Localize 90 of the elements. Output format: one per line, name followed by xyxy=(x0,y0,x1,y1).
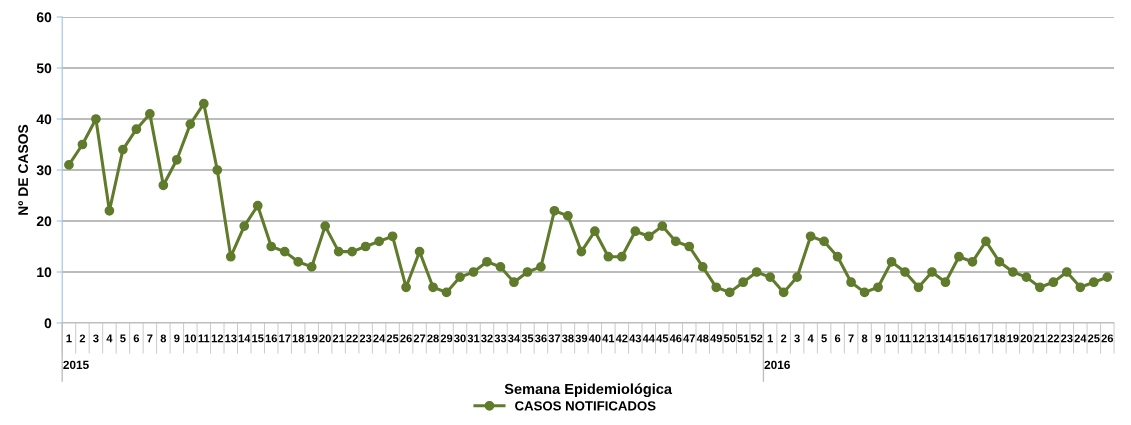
x-tick-label: 25 xyxy=(386,334,399,343)
x-tick-label: 18 xyxy=(993,334,1006,343)
y-axis-title: Nº DE CASOS xyxy=(18,124,29,215)
x-tick-label: 13 xyxy=(926,334,938,343)
x-tick-label: 42 xyxy=(615,334,628,343)
x-tick-label: 33 xyxy=(494,334,507,343)
x-tick-label: 32 xyxy=(481,334,493,343)
x-tick-label: 23 xyxy=(359,334,372,343)
x-tick-label: 19 xyxy=(306,334,318,343)
x-tick-label: 44 xyxy=(642,334,655,343)
x-tick-label: 31 xyxy=(467,334,480,343)
x-tick-label: 49 xyxy=(710,334,722,343)
x-tick-label: 23 xyxy=(1061,334,1073,343)
y-tick-label: 50 xyxy=(36,63,52,74)
x-tick-label: 15 xyxy=(953,334,965,343)
x-tick-label: 15 xyxy=(252,334,264,343)
x-tick-label: 12 xyxy=(913,334,925,343)
x-tick-label: 22 xyxy=(1047,334,1060,343)
x-tick-label: 39 xyxy=(575,334,588,343)
text: 2016 xyxy=(764,360,790,370)
x-tick-label: 43 xyxy=(629,334,642,343)
x-tick-label: 16 xyxy=(265,334,277,343)
x-tick-label: 26 xyxy=(400,334,412,343)
x-tick-label: 11 xyxy=(899,334,911,343)
x-tick-label: 45 xyxy=(656,334,669,343)
x-tick-label: 6 xyxy=(834,334,841,343)
x-tick-label: 37 xyxy=(548,334,561,343)
x-tick-label: 21 xyxy=(1034,334,1046,343)
text: 2015 xyxy=(63,360,89,370)
y-tick-label: 20 xyxy=(36,216,52,227)
x-tick-label: 8 xyxy=(160,334,167,343)
x-tick-label: 40 xyxy=(588,334,601,343)
x-tick-label: 13 xyxy=(225,334,237,343)
x-tick-label: 35 xyxy=(521,334,534,343)
x-tick-label: 1 xyxy=(767,334,773,343)
x-tick-label: 28 xyxy=(427,334,439,343)
x-tick-label: 14 xyxy=(939,334,952,343)
x-tick-label: 29 xyxy=(440,334,453,343)
x-tick-label: 9 xyxy=(875,334,881,343)
x-tick-label: 17 xyxy=(980,334,992,343)
x-tick-label: 52 xyxy=(750,334,763,343)
x-tick-label: 38 xyxy=(561,334,574,343)
x-axis-title: Semana Epidemiológica xyxy=(504,383,673,398)
x-tick-label: 3 xyxy=(794,334,800,343)
x-tick-label: 25 xyxy=(1088,334,1100,343)
x-tick-label: 5 xyxy=(120,334,126,343)
x-tick-label: 10 xyxy=(184,334,197,343)
x-tick-label: 46 xyxy=(669,334,682,343)
x-tick-label: 41 xyxy=(602,334,615,343)
x-tick-label: 21 xyxy=(332,334,345,343)
x-tick-label: 16 xyxy=(966,334,979,343)
x-tick-label: 27 xyxy=(413,334,426,343)
x-tick-label: 34 xyxy=(508,334,521,343)
x-tick-label: 4 xyxy=(807,334,814,343)
x-tick-label: 14 xyxy=(238,334,251,343)
x-tick-label: 3 xyxy=(93,334,99,343)
legend-label: CASOS NOTIFICADOS xyxy=(515,401,656,411)
x-tick-label: 50 xyxy=(723,334,736,343)
y-tick-label: 10 xyxy=(37,267,52,278)
x-tick-label: 51 xyxy=(737,334,750,343)
x-tick-label: 26 xyxy=(1101,334,1114,343)
x-tick-label: 20 xyxy=(319,334,331,343)
y-tick-label: 0 xyxy=(44,318,52,329)
x-tick-label: 2 xyxy=(780,334,787,343)
x-tick-label: 1 xyxy=(66,334,72,343)
x-tick-label: 20 xyxy=(1020,334,1033,343)
x-tick-label: 22 xyxy=(346,334,358,343)
y-tick-label: 40 xyxy=(36,114,52,125)
x-tick-label: 11 xyxy=(198,334,210,343)
x-tick-label: 6 xyxy=(133,334,140,343)
x-tick-label: 10 xyxy=(886,334,898,343)
x-tick-label: 5 xyxy=(821,334,827,343)
x-tick-label: 9 xyxy=(174,334,180,343)
y-tick-label: 30 xyxy=(36,165,52,176)
x-tick-label: 17 xyxy=(279,334,291,343)
y-tick-label: 60 xyxy=(36,12,52,23)
x-tick-label: 8 xyxy=(861,334,868,343)
x-tick-label: 2 xyxy=(79,334,86,343)
x-tick-label: 4 xyxy=(106,334,113,343)
x-tick-label: 48 xyxy=(696,334,709,343)
x-tick-label: 19 xyxy=(1007,334,1019,343)
x-tick-label: 12 xyxy=(211,334,224,343)
x-tick-label: 7 xyxy=(147,334,153,343)
x-tick-label: 24 xyxy=(1074,334,1087,343)
x-tick-label: 24 xyxy=(373,334,386,343)
x-tick-label: 18 xyxy=(292,334,305,343)
x-tick-label: 7 xyxy=(848,334,854,343)
x-tick-label: 30 xyxy=(454,334,466,343)
x-tick-label: 36 xyxy=(535,334,547,343)
x-tick-label: 47 xyxy=(683,334,695,343)
